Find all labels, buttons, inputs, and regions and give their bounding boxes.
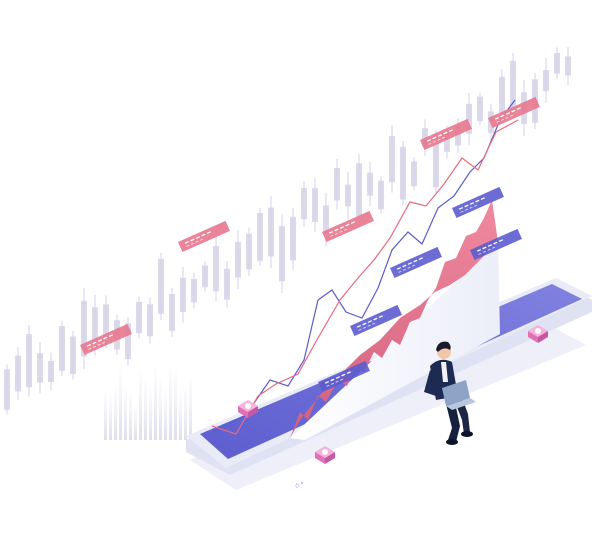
price-tag — [350, 304, 402, 337]
candle — [301, 180, 307, 227]
person-with-laptop-icon — [424, 341, 476, 445]
candle — [422, 119, 428, 156]
candle — [345, 171, 351, 220]
candle — [147, 297, 153, 344]
price-tag — [322, 210, 374, 243]
candle — [191, 272, 197, 309]
price-tag — [390, 246, 442, 279]
price-tag — [420, 118, 472, 151]
candle — [378, 176, 384, 214]
candle — [158, 252, 164, 321]
candle — [136, 296, 142, 339]
pin-icon — [528, 325, 548, 343]
candle — [257, 207, 263, 266]
candle — [81, 288, 87, 370]
candle — [411, 157, 417, 191]
candle — [70, 330, 76, 380]
candle — [400, 140, 406, 206]
pin-icon — [315, 446, 335, 464]
candle — [334, 158, 340, 210]
line-chart-pink — [211, 119, 519, 435]
price-beams — [246, 0, 540, 448]
candle — [290, 207, 296, 270]
candle — [510, 52, 516, 118]
price-tag — [177, 220, 230, 253]
price-tag — [469, 228, 522, 261]
candle — [268, 195, 274, 269]
candle-reflection — [104, 361, 192, 440]
candle — [356, 154, 362, 226]
line-chart-blue — [211, 99, 516, 433]
candle — [477, 92, 483, 126]
candle — [213, 236, 219, 302]
candle — [235, 230, 241, 289]
candle — [389, 125, 395, 193]
price-tag — [79, 323, 132, 356]
candle — [279, 214, 285, 294]
candle — [466, 92, 472, 145]
candle — [312, 177, 318, 233]
svg-text:⌂ ▫: ⌂ ▫ — [294, 480, 305, 490]
price-tag — [318, 360, 370, 393]
candle — [26, 324, 32, 397]
candle — [202, 261, 208, 292]
candle — [543, 58, 549, 104]
candle — [224, 260, 230, 308]
candle — [37, 342, 43, 394]
candle — [48, 352, 54, 391]
pin-icon — [238, 400, 258, 418]
price-pins — [238, 325, 548, 464]
candle — [180, 267, 186, 323]
candle — [4, 364, 10, 415]
price-tag — [488, 96, 540, 129]
candle — [367, 161, 373, 207]
candle — [565, 46, 571, 85]
candle — [169, 287, 175, 337]
price-tag — [452, 186, 504, 219]
candle — [59, 320, 65, 377]
candle — [15, 347, 21, 400]
candle — [125, 317, 131, 366]
price-labels — [79, 96, 540, 393]
candle — [554, 47, 560, 80]
